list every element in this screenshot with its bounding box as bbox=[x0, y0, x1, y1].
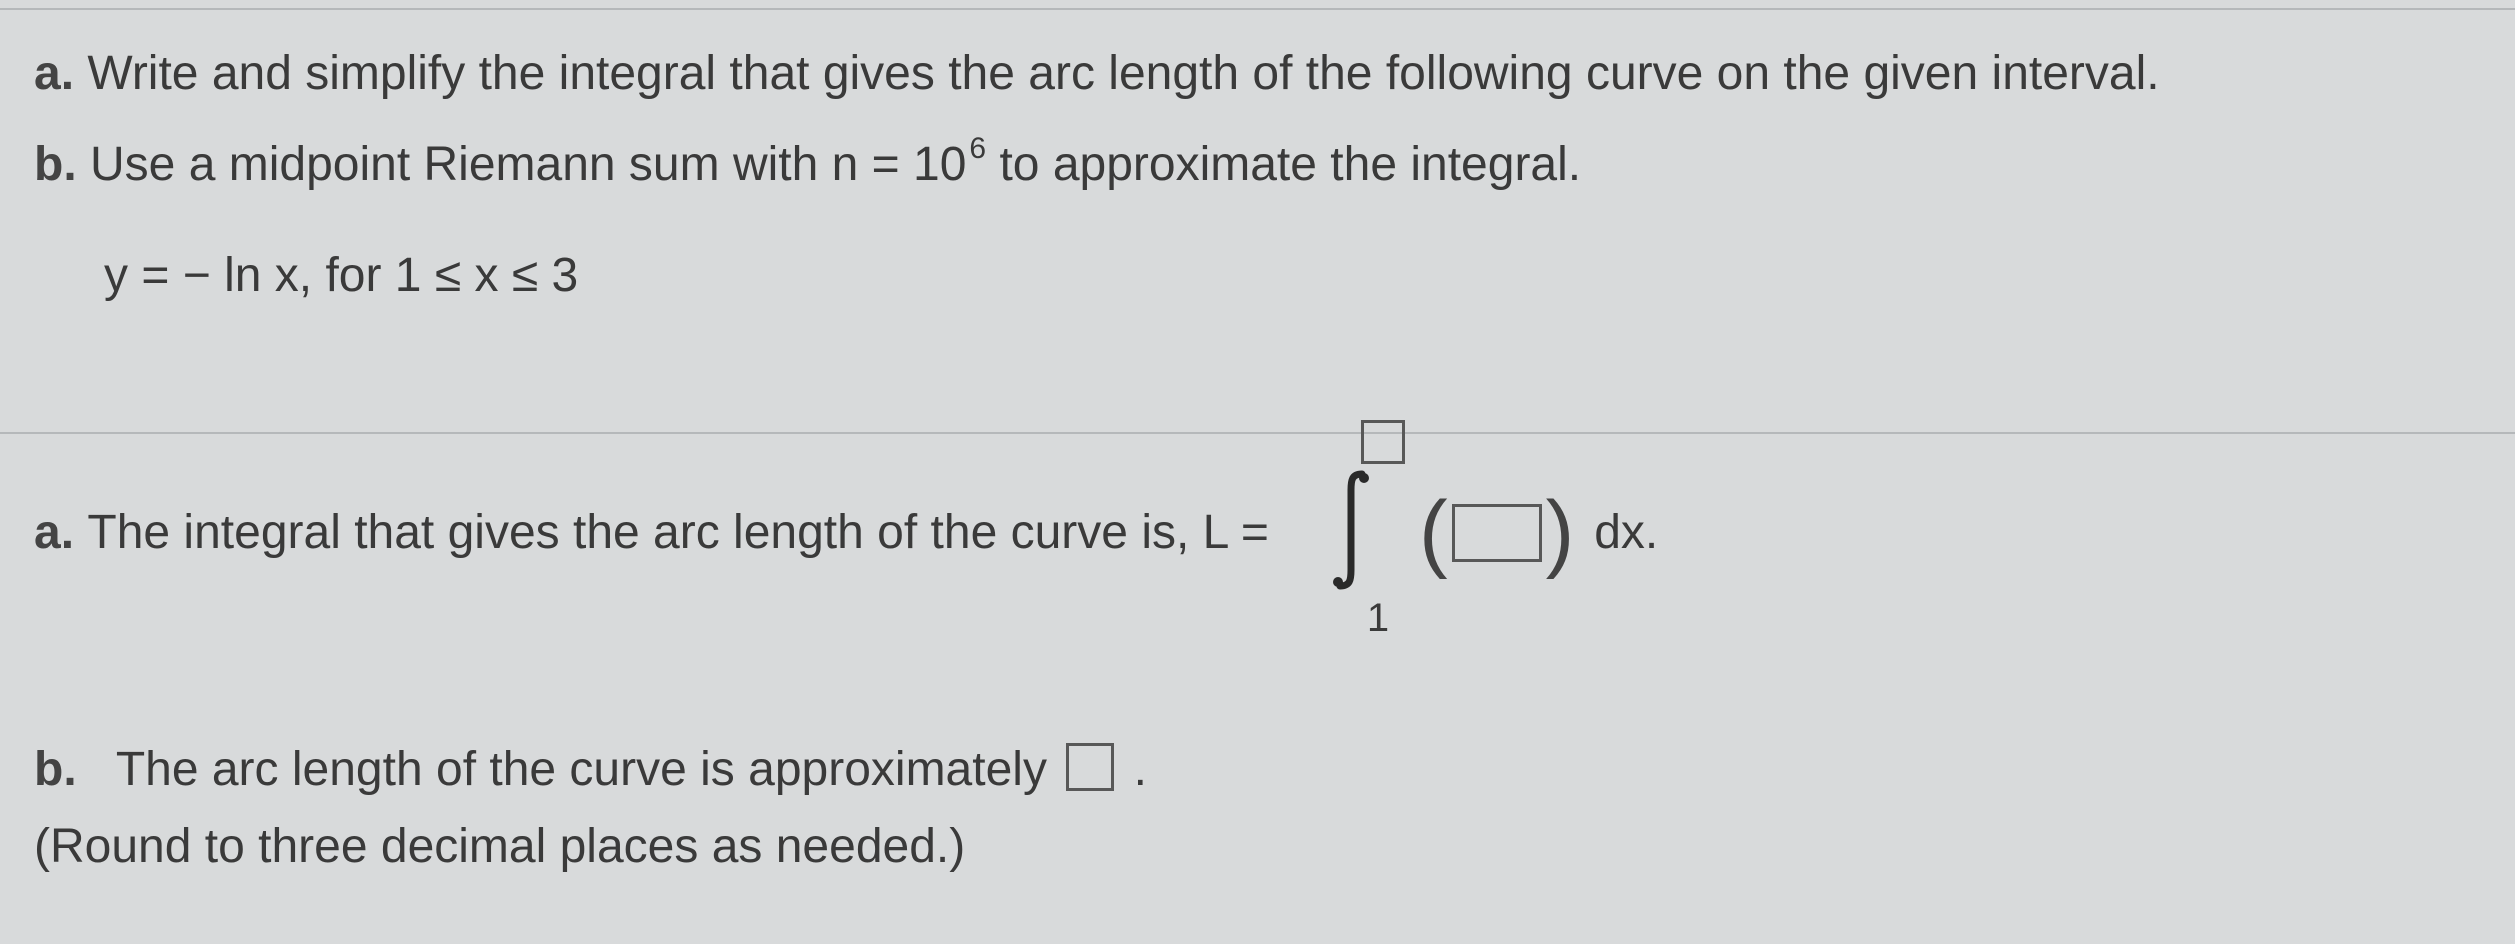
answer-b-period: . bbox=[1134, 743, 1147, 796]
answer-b-row: b. The arc length of the curve is approx… bbox=[34, 736, 2481, 803]
answer-b-input[interactable] bbox=[1066, 743, 1114, 791]
part-a-prompt: a. Write and simplify the integral that … bbox=[34, 40, 2481, 107]
lower-limit: 1 bbox=[1367, 590, 1389, 646]
part-a-text: Write and simplify the integral that giv… bbox=[87, 47, 2159, 100]
part-b-exponent: 6 bbox=[969, 132, 986, 165]
answer-b-hint: (Round to three decimal places as needed… bbox=[34, 813, 2481, 880]
question-panel: a. Write and simplify the integral that … bbox=[0, 0, 2515, 944]
part-b-text-pre: Use a midpoint Riemann sum with n = 10 bbox=[90, 138, 966, 191]
answer-b-label: b. bbox=[34, 743, 77, 796]
dx-text: dx. bbox=[1594, 499, 1658, 566]
upper-limit-input[interactable] bbox=[1361, 420, 1405, 464]
integrand-group: ( ) bbox=[1419, 472, 1574, 592]
divider-mid bbox=[0, 432, 2515, 434]
answer-b-text-pre: The arc length of the curve is approxima… bbox=[116, 743, 1060, 796]
answer-a-label: a. bbox=[34, 499, 74, 566]
divider-top bbox=[0, 8, 2515, 10]
part-a-label: a. bbox=[34, 47, 74, 100]
integrand-input[interactable] bbox=[1452, 504, 1542, 562]
integral-column: 1 bbox=[1297, 420, 1405, 646]
right-paren: ) bbox=[1546, 472, 1575, 592]
answer-a-text: The integral that gives the arc length o… bbox=[87, 499, 1269, 566]
answer-a-row: a. The integral that gives the arc lengt… bbox=[34, 420, 2481, 646]
part-b-label: b. bbox=[34, 138, 77, 191]
integral-expression: 1 ( ) dx. bbox=[1297, 420, 1658, 646]
left-paren: ( bbox=[1419, 472, 1448, 592]
part-b-prompt: b. Use a midpoint Riemann sum with n = 1… bbox=[34, 131, 2481, 198]
curve-definition: y = − ln x, for 1 ≤ x ≤ 3 bbox=[104, 242, 2481, 309]
integral-sign-icon bbox=[1328, 470, 1374, 590]
part-b-text-post: to approximate the integral. bbox=[986, 138, 1581, 191]
